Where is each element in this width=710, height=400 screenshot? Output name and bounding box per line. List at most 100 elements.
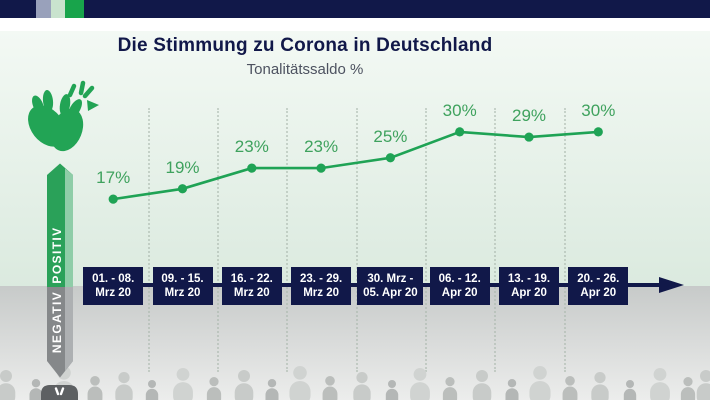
person-silhouette <box>626 380 634 388</box>
person-silhouette <box>442 387 458 400</box>
crowd-silhouettes-image <box>0 366 710 400</box>
person-silhouette <box>148 380 156 388</box>
person-silhouette <box>118 372 130 384</box>
data-label: 30% <box>442 100 477 120</box>
date-month: Mrz 20 <box>233 287 270 299</box>
person-silhouette <box>238 370 250 382</box>
date-month: Mrz 20 <box>303 287 339 299</box>
brand-bar-segment <box>51 0 65 18</box>
person-silhouette <box>533 366 547 380</box>
gridline <box>147 108 150 372</box>
gridline <box>494 108 497 372</box>
person-silhouette <box>31 379 41 388</box>
date-range: 09. - 15. <box>161 273 204 285</box>
person-silhouette <box>683 377 693 387</box>
person-silhouette <box>0 383 16 400</box>
person-silhouette <box>476 370 488 382</box>
person-silhouette <box>529 380 551 400</box>
date-month: Apr 20 <box>511 287 547 299</box>
date-range: 06. - 12. <box>438 273 481 285</box>
person-silhouette <box>653 368 667 381</box>
brand-bar-segment <box>65 0 84 18</box>
date-range: 16. - 22. <box>230 273 273 285</box>
person-silhouette <box>505 388 519 400</box>
person-silhouette <box>145 388 159 400</box>
person-silhouette <box>0 370 12 382</box>
person-silhouette <box>565 376 575 386</box>
person-silhouette <box>322 386 338 400</box>
person-silhouette <box>90 376 100 386</box>
person-silhouette <box>445 377 455 387</box>
x-axis-label-week5: 30. Mrz - 05. Apr 20 <box>357 267 424 305</box>
date-range: 20. - 26. <box>577 273 620 285</box>
date-range: 23. - 29. <box>299 273 343 285</box>
date-month: Apr 20 <box>580 287 617 299</box>
x-axis-label-week8: 20. - 26. Apr 20 <box>568 267 629 305</box>
data-label: 25% <box>373 126 408 146</box>
x-axis-label-week7: 13. - 19. Apr 20 <box>499 267 559 305</box>
person-silhouette <box>356 372 368 384</box>
negative-background-area <box>0 286 710 400</box>
date-month: Apr 20 <box>441 287 478 299</box>
person-silhouette <box>594 372 606 384</box>
date-range: 13. - 19. <box>507 273 551 285</box>
person-silhouette <box>206 387 222 400</box>
person-silhouette <box>265 388 279 400</box>
data-label: 23% <box>304 137 339 157</box>
date-month: Mrz 20 <box>164 287 201 299</box>
data-label: 23% <box>234 137 269 157</box>
person-silhouette <box>173 382 193 400</box>
person-silhouette <box>623 388 637 400</box>
data-label: 30% <box>581 100 616 120</box>
x-axis-label-week2: 09. - 15. Mrz 20 <box>152 267 213 305</box>
date-month: Mrz 20 <box>95 287 132 299</box>
person-silhouette <box>325 376 335 386</box>
gridline <box>286 108 289 372</box>
person-silhouette <box>388 380 396 388</box>
person-silhouette <box>413 368 427 381</box>
brand-bar-segment <box>36 0 51 18</box>
page-subtitle: Tonalitätssaldo % <box>246 61 364 78</box>
date-month: 05. Apr 20 <box>363 287 418 299</box>
gridline <box>217 108 220 372</box>
data-label: 19% <box>165 157 200 177</box>
person-silhouette <box>696 383 710 400</box>
divider-strip <box>0 18 710 31</box>
x-axis-label-week6: 06. - 12. Apr 20 <box>429 267 490 305</box>
person-silhouette <box>87 386 103 400</box>
person-silhouette <box>176 368 190 381</box>
negative-axis-word: NEGATIV <box>50 290 64 354</box>
person-silhouette <box>234 383 254 400</box>
clapping-hands-icon <box>28 80 99 152</box>
person-silhouette <box>289 380 311 400</box>
person-silhouette <box>472 383 492 400</box>
data-label: 29% <box>511 106 547 126</box>
person-silhouette <box>209 377 219 387</box>
gridline <box>425 108 428 372</box>
person-silhouette <box>507 379 517 388</box>
person-silhouette <box>267 379 277 388</box>
date-range: 30. Mrz - <box>367 273 414 285</box>
data-label: 17% <box>96 168 131 188</box>
thumbs-down-icon <box>41 385 78 400</box>
person-silhouette <box>591 384 609 400</box>
person-silhouette <box>410 382 430 400</box>
gridline <box>563 108 566 372</box>
person-silhouette <box>353 384 371 400</box>
top-brand-bar <box>0 0 710 18</box>
person-silhouette <box>115 384 133 400</box>
x-axis-label-week1: 01. - 08. Mrz 20 <box>83 267 144 305</box>
date-range: 01. - 08. <box>92 273 135 285</box>
person-silhouette <box>650 382 670 400</box>
person-silhouette <box>562 386 578 400</box>
person-silhouette <box>293 366 307 380</box>
person-silhouette <box>700 370 710 382</box>
person-silhouette <box>385 388 399 400</box>
x-axis-label-week3: 16. - 22. Mrz 20 <box>221 267 282 305</box>
person-silhouette <box>29 388 43 400</box>
page-title: Die Stimmung zu Corona in Deutschland <box>117 35 493 56</box>
x-axis-arrowhead-icon <box>659 277 684 293</box>
gridline <box>355 108 358 372</box>
person-silhouette <box>680 387 696 400</box>
x-axis-label-week4: 23. - 29. Mrz 20 <box>291 267 352 305</box>
